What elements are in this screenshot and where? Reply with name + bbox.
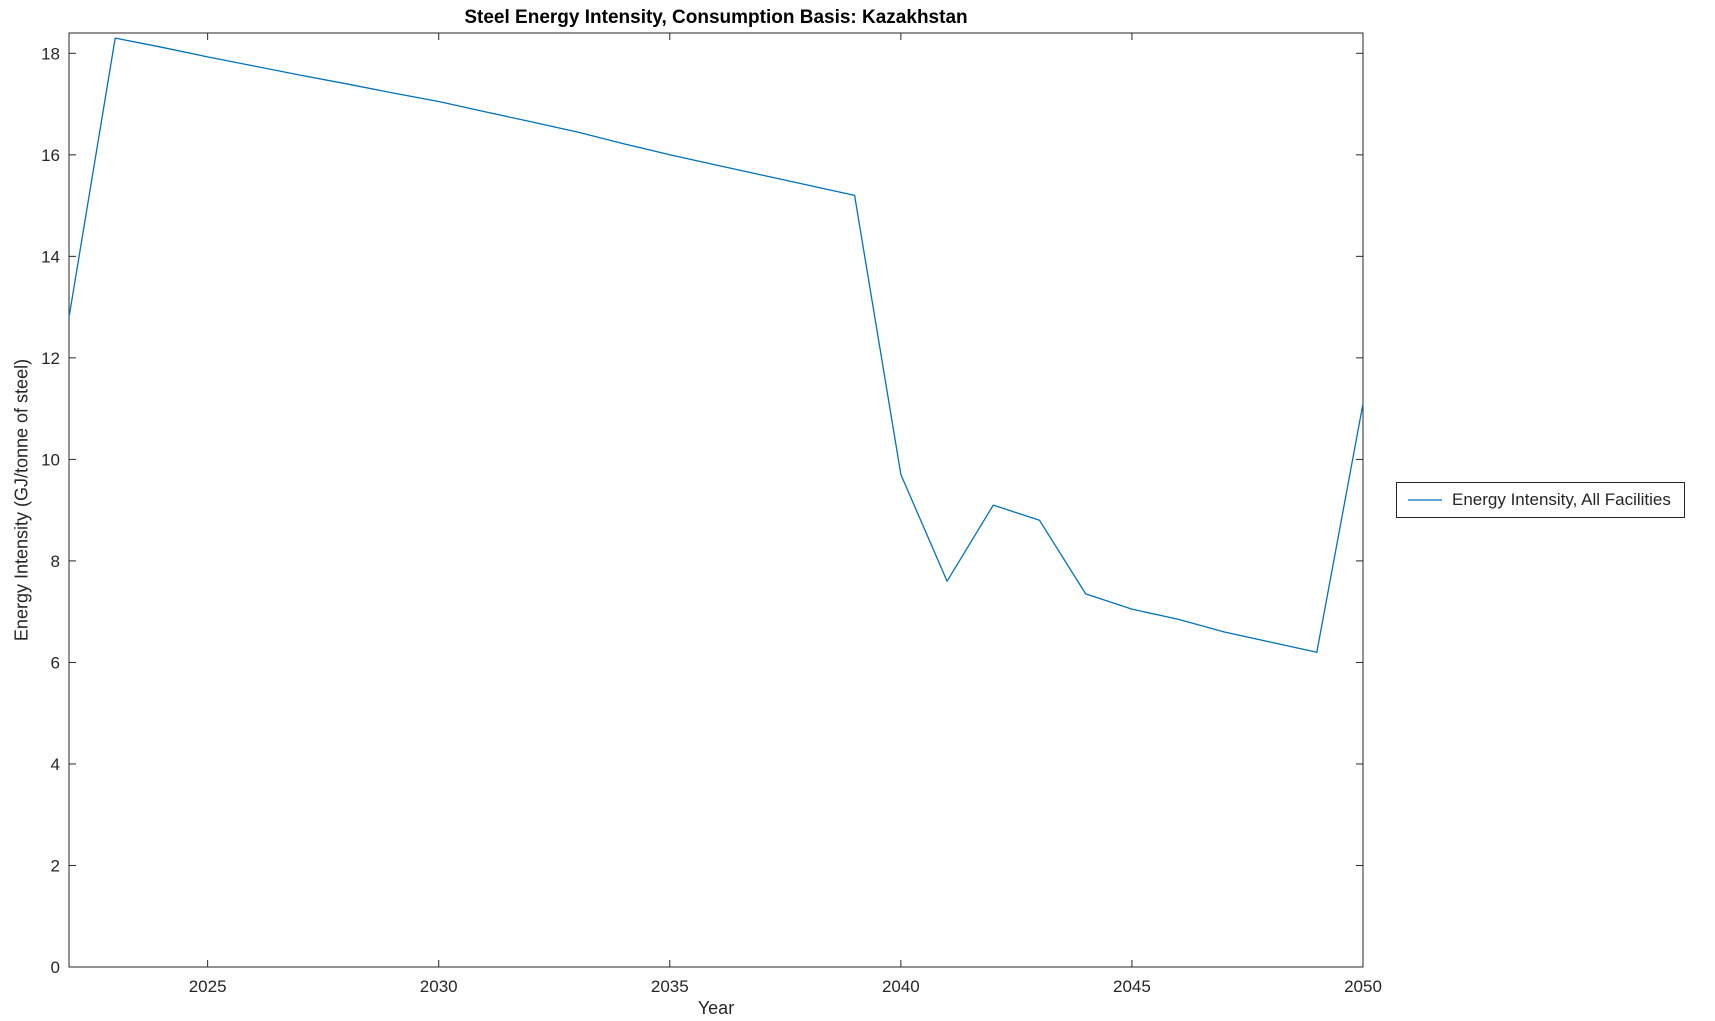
x-axis-label: Year — [697, 998, 735, 1018]
y-axis-label: Energy Intensity (GJ/tonne of steel) — [11, 358, 32, 642]
x-tick-label: 2025 — [189, 977, 227, 996]
y-tick-label: 16 — [41, 146, 60, 165]
x-tick-label: 2035 — [651, 977, 689, 996]
legend: Energy Intensity, All Facilities — [1396, 482, 1685, 518]
y-tick-label: 8 — [51, 552, 60, 571]
x-tick-label: 2050 — [1344, 977, 1382, 996]
series-line — [68, 37, 1364, 653]
axes-box — [68, 32, 1364, 968]
x-tick-label: 2030 — [420, 977, 458, 996]
y-tick-label: 10 — [41, 450, 60, 469]
chart-title: Steel Energy Intensity, Consumption Basi… — [464, 7, 968, 28]
y-tick-label: 14 — [41, 247, 60, 266]
y-tick-label: 2 — [51, 856, 60, 875]
y-tick-label: 4 — [51, 755, 60, 774]
legend-line-swatch — [1408, 499, 1442, 501]
y-tick-label: 18 — [41, 44, 60, 63]
y-tick-label: 12 — [41, 349, 60, 368]
legend-label: Energy Intensity, All Facilities — [1452, 490, 1671, 509]
y-tick-label: 0 — [51, 958, 60, 977]
x-tick-label: 2040 — [882, 977, 920, 996]
x-tick-label: 2045 — [1113, 977, 1151, 996]
y-tick-label: 6 — [51, 653, 60, 672]
